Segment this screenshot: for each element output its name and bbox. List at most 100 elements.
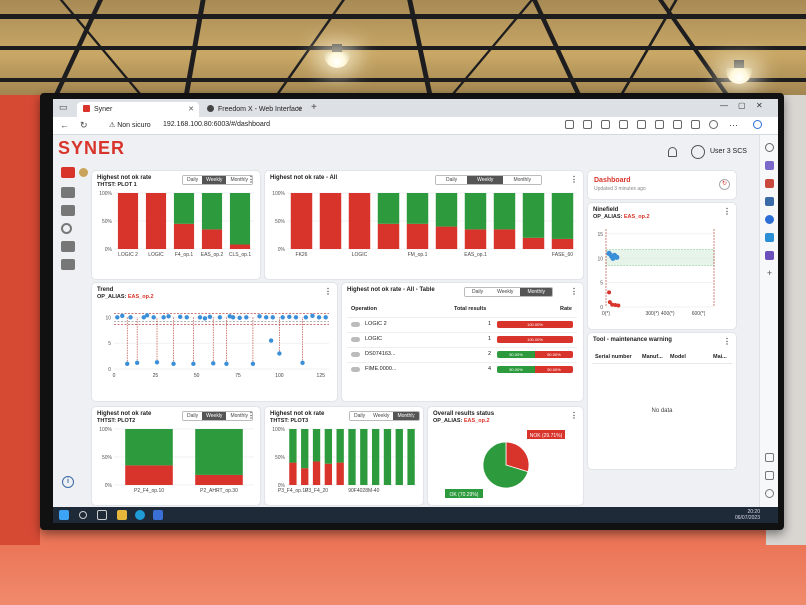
total-cell: 1: [487, 336, 491, 342]
refresh-icon[interactable]: ↻: [80, 120, 88, 130]
security-warning[interactable]: ⚠ Non sicuro: [109, 122, 151, 129]
col-manufacturer[interactable]: Manuf...: [642, 354, 663, 360]
tab-syner[interactable]: Syner ✕: [77, 102, 199, 117]
weekly-option[interactable]: Weekly: [490, 288, 521, 296]
table-row[interactable]: LOGIC 1 100.00%: [347, 332, 577, 346]
monthly-option[interactable]: Monthly: [393, 412, 419, 420]
tools-icon[interactable]: [61, 241, 75, 252]
card-menu-icon[interactable]: ⋮: [723, 337, 731, 346]
network-icon[interactable]: [61, 187, 75, 198]
games-icon[interactable]: [765, 197, 774, 206]
row-toggle[interactable]: [351, 352, 360, 357]
split-icon[interactable]: [765, 453, 774, 462]
col-serial[interactable]: Serial number: [595, 354, 632, 360]
row-toggle[interactable]: [351, 322, 360, 327]
trend-point: [263, 315, 269, 320]
edge-icon[interactable]: [135, 510, 145, 520]
close-window-icon[interactable]: ✕: [756, 101, 763, 110]
booth-wall-lower: [0, 545, 806, 605]
col-model[interactable]: Model: [670, 354, 686, 360]
office-icon[interactable]: [765, 215, 774, 224]
search-icon[interactable]: [79, 511, 87, 519]
more-icon[interactable]: ⋯: [729, 120, 738, 130]
copilot-icon[interactable]: [753, 120, 762, 129]
card-menu-icon[interactable]: ⋮: [570, 287, 578, 296]
tab-actions-icon[interactable]: ▭: [59, 102, 68, 112]
monthly-option[interactable]: Monthly: [226, 412, 252, 420]
start-icon[interactable]: [59, 510, 69, 520]
card-menu-icon[interactable]: ⋮: [247, 411, 255, 420]
monthly-option[interactable]: Monthly: [226, 176, 252, 184]
table-row[interactable]: FIME.0000... 4 50.00% 50.00%: [347, 362, 577, 376]
card-menu-icon[interactable]: ⋮: [570, 175, 578, 184]
home-icon[interactable]: [61, 167, 75, 178]
card-menu-icon[interactable]: ⋮: [410, 411, 418, 420]
add-icon[interactable]: +: [766, 268, 773, 278]
shopping-icon[interactable]: [765, 161, 774, 170]
monthly-option[interactable]: Monthly: [503, 176, 541, 184]
card-title: Highest not ok rate - All: [270, 175, 338, 181]
split-screen-icon[interactable]: [637, 120, 646, 129]
weekly-option[interactable]: Weekly: [369, 412, 394, 420]
trend-point: [323, 315, 328, 320]
task-view-icon[interactable]: [97, 510, 107, 520]
notifications-bell-icon[interactable]: [668, 147, 677, 157]
users-icon[interactable]: [61, 205, 75, 216]
zoom-icon[interactable]: [565, 120, 574, 129]
col-rate[interactable]: Rate: [560, 306, 572, 312]
period-selector: Daily Weekly Monthly: [435, 175, 542, 185]
card-menu-icon[interactable]: ⋮: [723, 207, 731, 216]
user-avatar[interactable]: [691, 145, 705, 159]
monthly-option[interactable]: Monthly: [520, 288, 552, 296]
daily-option[interactable]: Daily: [465, 288, 491, 296]
weekly-option[interactable]: Weekly: [202, 412, 227, 420]
card-menu-icon[interactable]: ⋮: [247, 175, 255, 184]
clock[interactable]: 20:20 06/07/2023: [734, 509, 760, 521]
file-explorer-icon[interactable]: [117, 510, 127, 520]
extensions-icon[interactable]: [691, 120, 700, 129]
table-row[interactable]: LOGIC 2 1 100.00%: [347, 317, 577, 331]
close-tab-icon[interactable]: ✕: [188, 106, 194, 113]
row-toggle[interactable]: [351, 367, 360, 372]
rate-ok: 50.00%: [497, 351, 535, 358]
search-icon[interactable]: [765, 143, 774, 152]
new-tab-button[interactable]: +: [311, 102, 317, 113]
close-tab-icon[interactable]: ✕: [296, 106, 302, 113]
card-menu-icon[interactable]: ⋮: [324, 287, 332, 296]
table-row[interactable]: DS074163... 2 50.00% 50.00%: [347, 347, 577, 361]
weekly-option[interactable]: Weekly: [202, 176, 227, 184]
read-aloud-icon[interactable]: [583, 120, 592, 129]
search-icon[interactable]: [61, 223, 72, 234]
user-name[interactable]: User 3 SCS: [710, 148, 747, 155]
tools-icon[interactable]: [765, 179, 774, 188]
maximize-icon[interactable]: ▢: [738, 101, 746, 110]
collections-icon[interactable]: [673, 120, 682, 129]
back-icon[interactable]: ←: [60, 120, 69, 130]
card-menu-icon[interactable]: ⋮: [570, 411, 578, 420]
favorite-icon[interactable]: [619, 120, 628, 129]
col-total[interactable]: Total results: [454, 306, 487, 312]
col-operation[interactable]: Operation: [351, 306, 377, 312]
app-available-icon[interactable]: [601, 120, 610, 129]
refresh-dashboard-icon[interactable]: ↻: [719, 179, 730, 190]
bar-ok: [551, 193, 574, 239]
reports-icon[interactable]: [61, 259, 75, 270]
daily-option[interactable]: Daily: [183, 176, 203, 184]
daily-option[interactable]: Daily: [350, 412, 370, 420]
pinned-app-icon[interactable]: [153, 510, 163, 520]
minimize-icon[interactable]: —: [720, 101, 728, 110]
outlook-icon[interactable]: [765, 233, 774, 242]
sidebar-toggle-icon[interactable]: [765, 471, 774, 480]
col-maintenance[interactable]: Mai...: [713, 354, 727, 360]
info-icon[interactable]: i: [62, 476, 74, 488]
teams-icon[interactable]: [765, 251, 774, 260]
weekly-option[interactable]: Weekly: [467, 176, 504, 184]
daily-option[interactable]: Daily: [183, 412, 203, 420]
daily-option[interactable]: Daily: [436, 176, 468, 184]
row-toggle[interactable]: [351, 337, 360, 342]
tab-freedom[interactable]: Freedom X - Web Interface ✕: [201, 102, 307, 117]
settings-icon[interactable]: [765, 489, 774, 498]
favorites-icon[interactable]: [655, 120, 664, 129]
url-field[interactable]: 192.168.100.80:6003/#/dashboard: [163, 121, 271, 128]
profile-icon[interactable]: [709, 120, 718, 129]
